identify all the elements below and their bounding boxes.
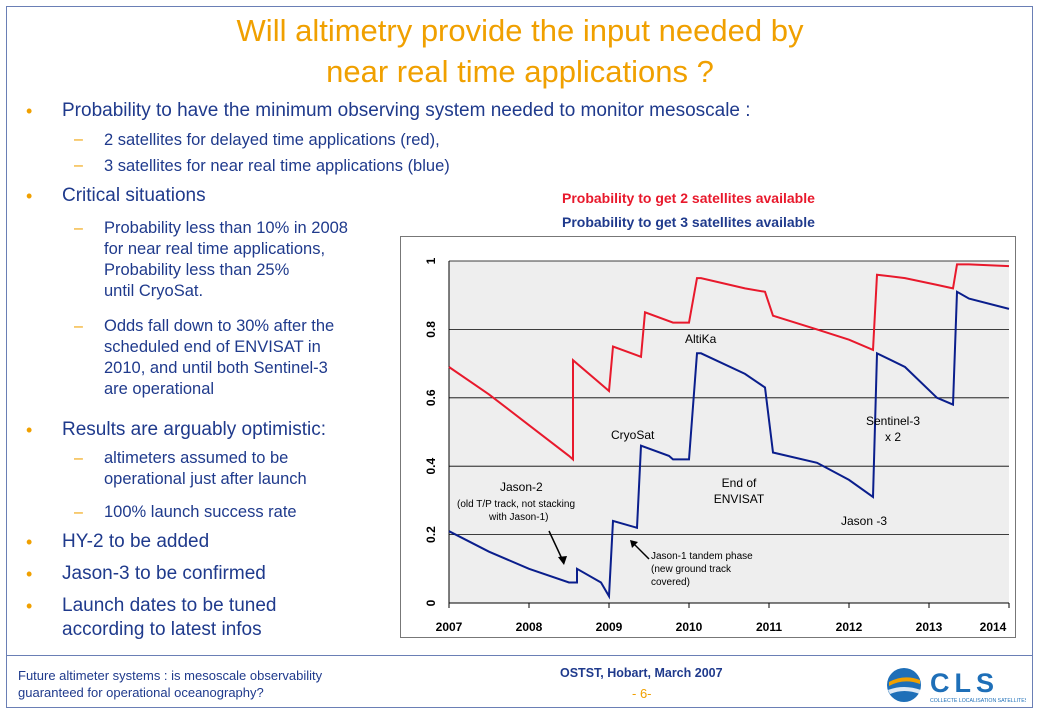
annotation-jason2-note: with Jason-1): [488, 512, 548, 523]
title-line-2: near real time applications ?: [326, 54, 714, 89]
sub-bullet-red: 2 satellites for delayed time applicatio…: [104, 131, 440, 149]
footer-conference: OSTST, Hobart, March 2007: [560, 666, 723, 680]
plot-area: [449, 261, 1009, 603]
text-line: for near real time applications,: [104, 240, 326, 258]
dash-marker: –: [74, 504, 83, 521]
bullet-probability: Probability to have the minimum observin…: [62, 100, 751, 121]
text-line: Probability less than 10% in 2008: [104, 219, 348, 237]
sub-bullet-launch-rate: 100% launch success rate: [104, 503, 297, 521]
bullet-launch-dates: Launch dates to be tuned according to la…: [62, 594, 382, 642]
bullet-marker: •: [26, 596, 33, 616]
annotation-envisat: End of: [722, 476, 757, 490]
text-line: Odds fall down to 30% after the: [104, 317, 335, 335]
bullet-marker: •: [26, 101, 33, 121]
annotation-altika: AltiKa: [685, 332, 717, 346]
text-line: guaranteed for operational oceanography?: [18, 685, 264, 700]
bullet-marker: •: [26, 564, 33, 584]
sub-bullet-altimeters: altimeters assumed to be operational jus…: [104, 448, 404, 490]
y-tick-label: 1: [424, 257, 438, 264]
x-tick-label: 2008: [516, 620, 543, 634]
slide-frame: [6, 6, 1033, 708]
bullet-hy2: HY-2 to be added: [62, 531, 210, 552]
dash-marker: –: [74, 157, 83, 174]
legend-red: Probability to get 2 satellites availabl…: [562, 190, 815, 206]
y-tick-label: 0.8: [424, 321, 438, 338]
annotation-tandem: Jason-1 tandem phase: [651, 551, 753, 562]
y-tick-label: 0.6: [424, 389, 438, 406]
dash-marker: –: [74, 131, 83, 148]
sub-bullet-envisat: Odds fall down to 30% after the schedule…: [104, 316, 404, 400]
arrowhead-tandem: [630, 540, 638, 548]
sub-bullet-blue: 3 satellites for near real time applicat…: [104, 157, 450, 175]
annotation-jason3: Jason -3: [841, 514, 887, 528]
series-line-3-satellites: [448, 290, 1010, 600]
footer-divider: [6, 655, 1033, 656]
legend-blue: Probability to get 3 satellites availabl…: [562, 214, 815, 230]
text-line: are operational: [104, 380, 215, 398]
dash-marker: –: [74, 318, 83, 335]
text-line: Launch dates to be tuned: [62, 595, 277, 616]
series-line-2-satellites: [448, 263, 1010, 462]
text-line: Future altimeter systems : is mesoscale …: [18, 668, 323, 683]
logo-subtext: COLLECTE LOCALISATION SATELLITES: [930, 698, 1026, 704]
x-tick-label: 2014: [980, 620, 1007, 634]
bullet-marker: •: [26, 186, 33, 206]
bullet-marker: •: [26, 532, 33, 552]
x-tick-label: 2010: [676, 620, 703, 634]
annotation-sentinel: Sentinel-3: [866, 414, 920, 428]
title-line-1: Will altimetry provide the input needed …: [236, 13, 804, 48]
text-line: Probability less than 25%: [104, 261, 290, 279]
bullet-marker: •: [26, 420, 33, 440]
x-tick-label: 2007: [436, 620, 463, 634]
x-tick-label: 2013: [916, 620, 943, 634]
text-line: according to latest infos: [62, 619, 262, 640]
annotation-envisat: ENVISAT: [714, 492, 765, 506]
footer-subtitle: Future altimeter systems : is mesoscale …: [18, 667, 418, 701]
bullet-results: Results are arguably optimistic:: [62, 419, 326, 440]
sub-bullet-2008: Probability less than 10% in 2008 for ne…: [104, 218, 404, 302]
arrow-jason2: [548, 530, 564, 562]
bullet-critical: Critical situations: [62, 185, 206, 206]
y-tick-label: 0.4: [424, 458, 438, 475]
probability-chart: 0 0.2 0.4 0.6 0.8 1 2007 2008 2009 2010 2011 2012 20…: [424, 257, 1010, 634]
y-tick-label: 0.2: [424, 526, 438, 543]
slide-title: Will altimetry provide the input needed …: [0, 10, 1040, 92]
text-line: 2010, and until both Sentinel-3: [104, 359, 328, 377]
chart-box: 0 0.2 0.4 0.6 0.8 1 2007 2008 2009 2010 2011 2012 20…: [400, 236, 1016, 638]
x-tick-label: 2012: [836, 620, 863, 634]
annotation-cryosat: CryoSat: [611, 428, 655, 442]
arrowhead-jason2: [558, 556, 567, 565]
bullet-jason3: Jason-3 to be confirmed: [62, 563, 266, 584]
annotation-tandem: (new ground track: [651, 564, 732, 575]
x-tick-label: 2009: [596, 620, 623, 634]
y-tick-label: 0: [424, 599, 438, 606]
dash-marker: –: [74, 450, 83, 467]
arrow-tandem: [632, 542, 650, 560]
annotation-tandem: covered): [651, 577, 690, 588]
annotation-jason2-note: (old T/P track, not stacking: [457, 499, 575, 510]
annotation-sentinel: x 2: [885, 430, 901, 444]
logo-text: CLS: [930, 668, 999, 698]
x-tick-label: 2011: [756, 620, 782, 634]
cls-logo: CLS COLLECTE LOCALISATION SATELLITES: [884, 664, 1029, 706]
text-line: until CryoSat.: [104, 282, 204, 300]
text-line: scheduled end of ENVISAT in: [104, 338, 321, 356]
text-line: altimeters assumed to be: [104, 449, 289, 467]
text-line: operational just after launch: [104, 470, 307, 488]
dash-marker: –: [74, 220, 83, 237]
annotation-jason2: Jason-2: [500, 480, 543, 494]
page-number: - 6-: [632, 686, 652, 701]
